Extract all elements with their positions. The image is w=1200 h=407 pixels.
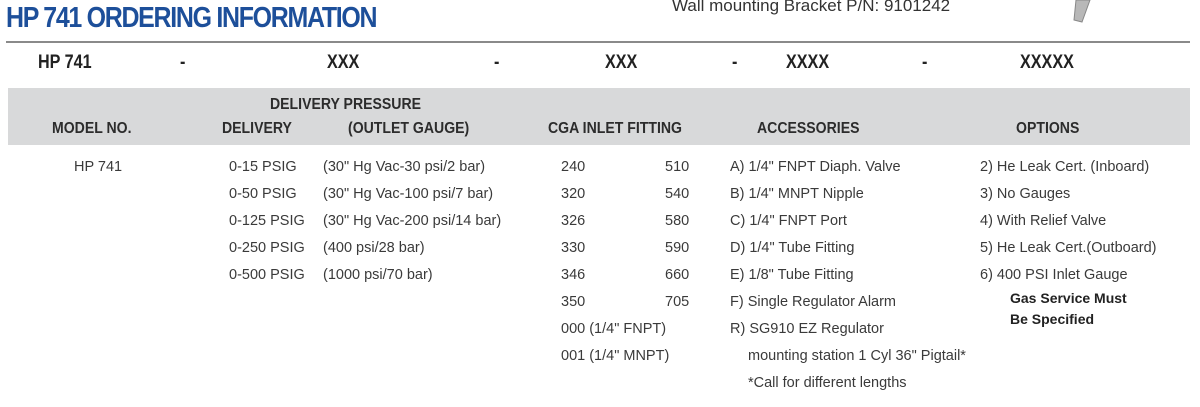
- code-separator: -: [922, 52, 928, 73]
- code-separator: -: [732, 52, 738, 73]
- accessory-note: mounting station 1 Cyl 36" Pigtail*: [748, 348, 966, 364]
- bracket-image: [1073, 0, 1091, 23]
- outlet-gauge-range: (30" Hg Vac-30 psi/2 bar): [323, 159, 486, 175]
- cga-fitting: 350: [561, 294, 586, 310]
- cga-fitting: 240: [561, 159, 586, 175]
- accessory-item: F) Single Regulator Alarm: [730, 294, 897, 310]
- header-delivery: DELIVERY: [222, 120, 292, 137]
- page-title: HP 741 ORDERING INFORMATION: [6, 2, 378, 34]
- option-item: 5) He Leak Cert.(Outboard): [980, 240, 1157, 256]
- cga-fitting: 540: [665, 186, 690, 202]
- header-options: OPTIONS: [1016, 120, 1080, 137]
- option-item: 2) He Leak Cert. (Inboard): [980, 159, 1150, 175]
- cga-fitting: 705: [665, 294, 690, 310]
- cga-fitting: 510: [665, 159, 690, 175]
- cga-fitting: 330: [561, 240, 586, 256]
- header-band: [8, 88, 1190, 145]
- accessory-note: *Call for different lengths: [748, 375, 907, 391]
- options-note: Gas Service Must: [1010, 290, 1127, 306]
- accessory-item: A) 1/4" FNPT Diaph. Valve: [730, 159, 901, 175]
- header-delivery-pressure: DELIVERY PRESSURE: [270, 96, 422, 113]
- cga-fitting: 580: [665, 213, 690, 229]
- model-value: HP 741: [74, 159, 123, 175]
- accessory-item: R) SG910 EZ Regulator: [730, 321, 884, 337]
- delivery-range: 0-500 PSIG: [229, 267, 305, 283]
- code-separator: -: [180, 52, 186, 73]
- cga-fitting: 326: [561, 213, 586, 229]
- option-item: 6) 400 PSI Inlet Gauge: [980, 267, 1128, 283]
- cga-fitting: 000 (1/4" FNPT): [561, 321, 667, 337]
- cga-fitting: 660: [665, 267, 690, 283]
- delivery-range: 0-250 PSIG: [229, 240, 305, 256]
- cga-fitting: 590: [665, 240, 690, 256]
- bracket-part-number: Wall mounting Bracket P/N: 9101242: [672, 0, 951, 15]
- outlet-gauge-range: (400 psi/28 bar): [323, 240, 425, 256]
- option-item: 4) With Relief Valve: [980, 213, 1107, 229]
- accessory-item: D) 1/4" Tube Fitting: [730, 240, 855, 256]
- code-options: XXXXX: [1020, 52, 1074, 73]
- accessory-item: E) 1/8" Tube Fitting: [730, 267, 854, 283]
- outlet-gauge-range: (1000 psi/70 bar): [323, 267, 433, 283]
- option-item: 3) No Gauges: [980, 186, 1071, 202]
- header-outlet-gauge: (OUTLET GAUGE): [348, 120, 470, 137]
- outlet-gauge-range: (30" Hg Vac-100 psi/7 bar): [323, 186, 494, 202]
- options-note: Be Specified: [1010, 311, 1095, 327]
- code-cga: XXX: [605, 52, 638, 73]
- divider: [6, 41, 1190, 43]
- delivery-range: 0-15 PSIG: [229, 159, 297, 175]
- header-accessories: ACCESSORIES: [757, 120, 860, 137]
- outlet-gauge-range: (30" Hg Vac-200 psi/14 bar): [323, 213, 502, 229]
- header-model: MODEL NO.: [52, 120, 132, 137]
- cga-fitting: 346: [561, 267, 586, 283]
- code-delivery: XXX: [327, 52, 360, 73]
- cga-fitting: 320: [561, 186, 586, 202]
- code-separator: -: [494, 52, 500, 73]
- cga-fitting: 001 (1/4" MNPT): [561, 348, 670, 364]
- delivery-range: 0-50 PSIG: [229, 186, 297, 202]
- code-model: HP 741: [38, 52, 92, 73]
- delivery-range: 0-125 PSIG: [229, 213, 305, 229]
- accessory-item: C) 1/4" FNPT Port: [730, 213, 847, 229]
- code-accessories: XXXX: [786, 52, 830, 73]
- header-cga: CGA INLET FITTING: [548, 120, 683, 137]
- accessory-item: B) 1/4" MNPT Nipple: [730, 186, 864, 202]
